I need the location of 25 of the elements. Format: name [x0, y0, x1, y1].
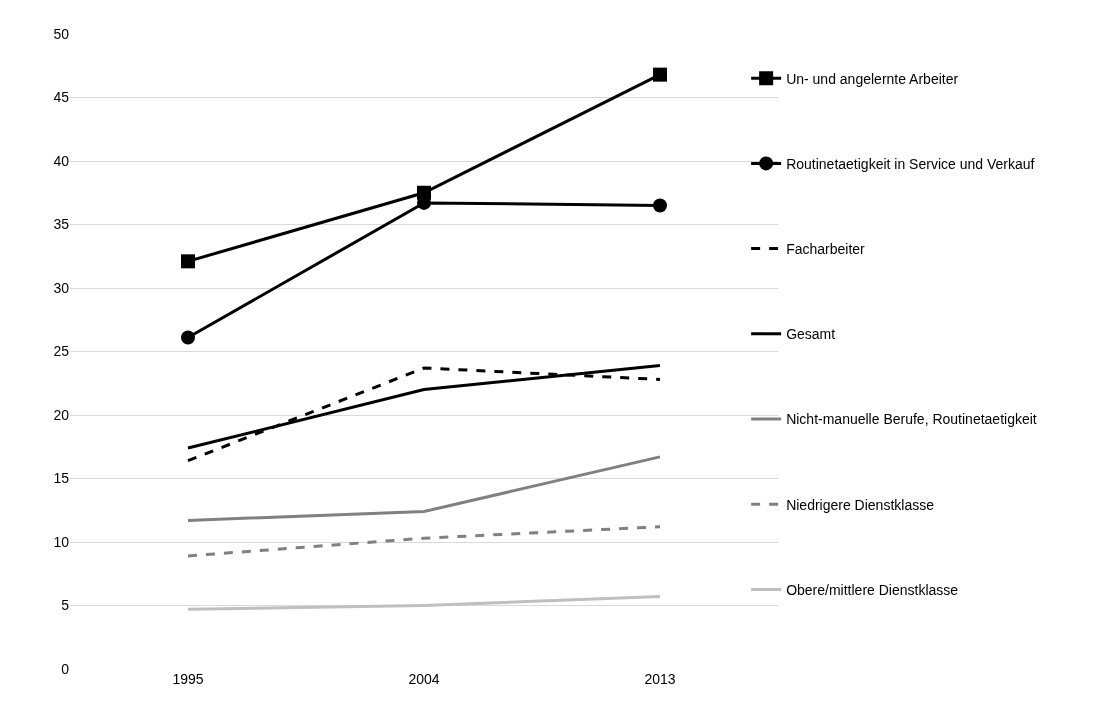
- legend-label: Gesamt: [786, 326, 836, 343]
- y-tick-label: 25: [53, 343, 70, 360]
- y-tick-label: 45: [53, 89, 70, 106]
- legend-label: Nicht-manuelle Berufe, Routinetaetigkeit: [786, 411, 1037, 428]
- point: [181, 254, 195, 269]
- y-tick-label: 15: [53, 470, 70, 487]
- legend-label: Facharbeiter: [786, 241, 866, 258]
- x-tick-label: 2013: [644, 671, 676, 687]
- legend-label: Routinetaetigkeit in Service und Verkauf: [786, 155, 1035, 172]
- y-tick-label: 40: [53, 152, 70, 169]
- y-tick-label: 5: [61, 597, 70, 614]
- point: [653, 67, 667, 82]
- legend-label: Obere/mittlere Dienstklasse: [786, 581, 959, 598]
- legend-label: Niedrigere Dienstklasse: [786, 496, 935, 513]
- point: [653, 198, 667, 213]
- y-tick-label: 30: [53, 279, 70, 296]
- y-tick-label: 20: [53, 406, 70, 423]
- y-tick-label: 0: [61, 660, 70, 677]
- y-tick-label: 35: [53, 216, 70, 233]
- y-tick-label: 10: [53, 533, 70, 550]
- x-tick-label: 2004: [408, 671, 440, 687]
- point: [181, 330, 195, 345]
- x-tick-label: 1995: [172, 671, 204, 687]
- y-tick-label: 50: [53, 25, 70, 42]
- legend-label: Un- und angelernte Arbeiter: [786, 70, 959, 87]
